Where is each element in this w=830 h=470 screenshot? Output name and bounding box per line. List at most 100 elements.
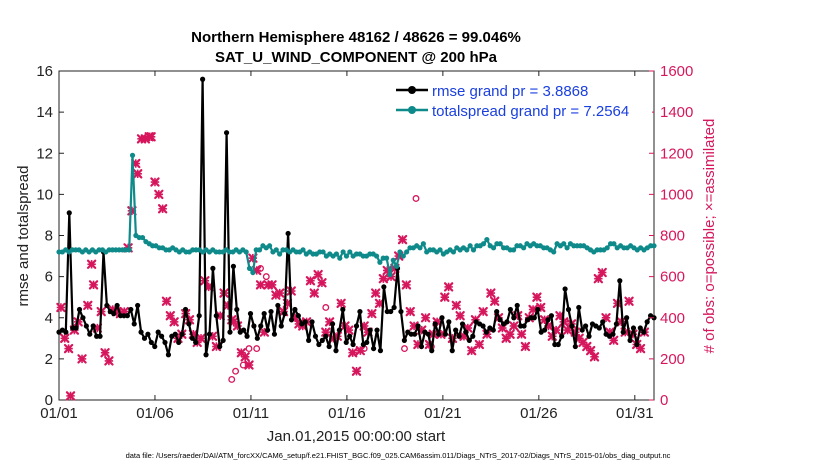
rmse-point (200, 76, 206, 82)
y-tick-label-right: 1000 (660, 186, 693, 203)
spread-point (420, 241, 426, 247)
spread-point (470, 247, 477, 253)
obs-assimilated-point (351, 366, 362, 376)
obs-assimilated-point (104, 356, 114, 366)
obs-assimilated-point (305, 276, 316, 286)
obs-assimilated-point (336, 298, 346, 309)
rmse-point (511, 315, 517, 321)
obs-assimilated-point (516, 329, 527, 339)
rmse-point (637, 325, 643, 331)
rmse-point (261, 311, 267, 317)
rmse-point (258, 323, 264, 329)
y-tick-label: 10 (36, 186, 53, 203)
obs-assimilated-point (150, 177, 160, 187)
spread-point (450, 249, 457, 255)
spread-point (480, 241, 487, 247)
spread-point (490, 245, 497, 251)
obs-assimilated-point (317, 278, 327, 288)
obs-assimilated-point (60, 333, 70, 344)
rmse-point (391, 304, 397, 311)
x-tick-label: 01/31 (616, 405, 654, 422)
rmse-point (559, 333, 565, 339)
rmse-point (370, 345, 377, 352)
obs-assimilated-point (88, 280, 99, 290)
rmse-point (155, 329, 161, 335)
obs-assimilated-point (344, 325, 354, 335)
rmse-point (165, 352, 172, 358)
rmse-point (388, 308, 394, 315)
rmse-point (223, 130, 230, 136)
legend-box (394, 80, 652, 124)
rmse-point (480, 323, 486, 329)
y-tick-label-right: 1600 (660, 63, 693, 80)
rmse-point (73, 325, 79, 331)
y-tick-label: 8 (45, 228, 53, 245)
spread-point (373, 253, 380, 259)
rmse-point (374, 327, 380, 333)
rmse-point (63, 329, 69, 335)
obs-assimilated-point (367, 308, 377, 319)
data-file-footer: data file: /Users/raeder/DAI/ATM_forcXX/… (126, 451, 671, 460)
rmse-point (319, 337, 325, 343)
rmse-point (630, 325, 637, 331)
rmse-point (251, 323, 257, 329)
obs-assimilated-point (169, 317, 179, 327)
rmse-point (213, 313, 219, 319)
rmse-point (565, 306, 572, 313)
obs-assimilated-point (196, 333, 206, 344)
y-tick-label-right: 1200 (660, 145, 693, 162)
rmse-point (333, 348, 339, 354)
rmse-point (326, 343, 332, 350)
obs-assimilated-point (65, 391, 76, 401)
obs-assimilated-point (83, 300, 93, 311)
rmse-point (446, 319, 452, 325)
x-tick-label: 01/26 (520, 405, 558, 422)
rmse-point (644, 319, 650, 325)
rmse-point (179, 331, 185, 337)
rmse-point (271, 331, 278, 337)
chart-title: Northern Hemisphere 48162 / 48626 = 99.0… (191, 29, 521, 46)
rmse-point (124, 313, 130, 319)
spread-point (511, 247, 517, 253)
rmse-point (463, 329, 469, 335)
obs-possible-point (253, 345, 261, 353)
obs-assimilated-point (161, 296, 172, 306)
rmse-point (442, 331, 449, 337)
rmse-point (87, 331, 93, 337)
obs-assimilated-point (309, 288, 319, 298)
rmse-point (343, 339, 349, 346)
obs-assimilated-point (100, 348, 110, 358)
spread-point (377, 259, 383, 265)
rmse-point (268, 308, 274, 315)
spread-point (484, 237, 490, 243)
spread-point (256, 247, 263, 253)
y-tick-label-right: 600 (660, 269, 685, 286)
spread-point (551, 249, 557, 255)
obs-possible-point (232, 367, 240, 375)
spread-point (243, 249, 249, 255)
obs-assimilated-point (455, 310, 465, 321)
rmse-point (162, 339, 168, 346)
obs-assimilated-point (275, 288, 285, 298)
rmse-point (275, 302, 281, 309)
obs-assimilated-point (401, 280, 412, 290)
rmse-point (617, 278, 623, 284)
spread-point (521, 245, 527, 251)
rmse-point (562, 286, 568, 292)
obs-assimilated-point (146, 132, 156, 142)
rmse-point (548, 313, 555, 319)
x-tick-label: 01/11 (233, 405, 269, 422)
rmse-point (278, 323, 284, 329)
rmse-point (312, 333, 319, 339)
obs-assimilated-point (370, 288, 381, 298)
rmse-point (449, 348, 455, 354)
legend: rmse grand pr = 3.8868 totalspread grand… (394, 80, 652, 124)
series-layer (56, 76, 657, 358)
spread-point (277, 251, 283, 257)
rmse-point (189, 335, 195, 341)
obs-assimilated-point (528, 304, 538, 315)
y-tick-label-right: 800 (660, 228, 685, 245)
rmse-point (412, 331, 418, 337)
obs-assimilated-point (86, 259, 97, 269)
rmse-point (172, 331, 178, 337)
